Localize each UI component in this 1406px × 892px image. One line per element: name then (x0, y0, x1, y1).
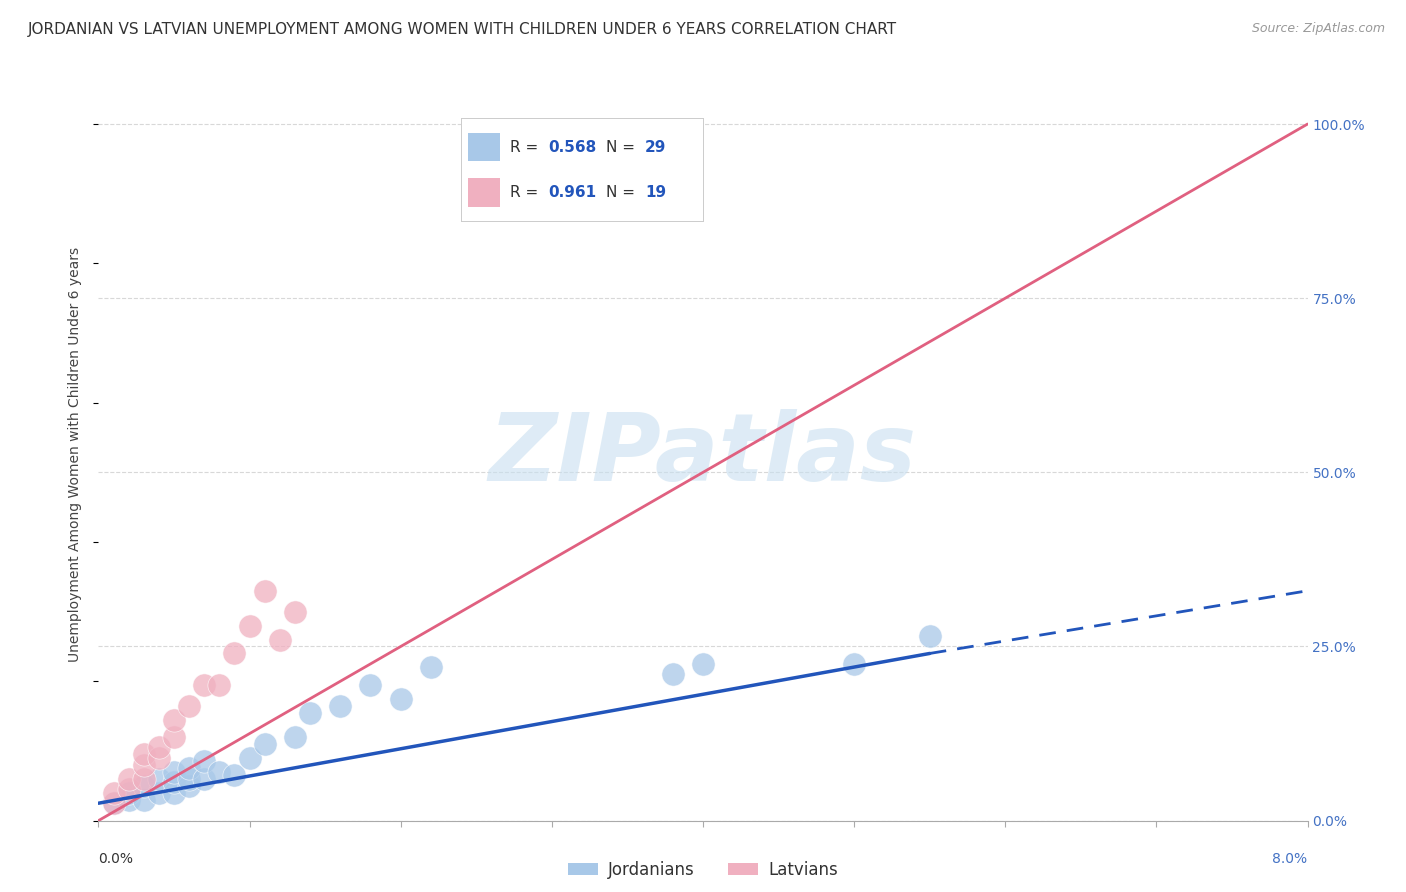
Point (118, 786, 141, 800)
Point (148, 751, 170, 765)
Point (662, 667, 685, 681)
Point (132, 758, 155, 772)
Point (148, 740, 170, 755)
Point (179, 779, 201, 793)
Point (224, 647, 246, 661)
Point (208, 764, 231, 779)
Point (118, 793, 141, 807)
Text: Source: ZipAtlas.com: Source: ZipAtlas.com (1251, 22, 1385, 36)
Text: 0.0%: 0.0% (98, 852, 134, 866)
Point (132, 793, 155, 807)
Point (163, 775, 186, 789)
Point (269, 632, 291, 647)
Point (299, 706, 322, 720)
Text: 8.0%: 8.0% (1272, 852, 1308, 866)
Text: ZIPatlas: ZIPatlas (489, 409, 917, 501)
Point (132, 747, 155, 762)
Point (193, 772, 215, 786)
Point (918, 629, 941, 643)
Point (239, 751, 262, 765)
Point (179, 761, 201, 775)
Point (118, 782, 141, 797)
Point (329, 698, 352, 713)
Point (179, 772, 201, 786)
Point (844, 657, 866, 671)
Point (179, 698, 201, 713)
Point (163, 764, 186, 779)
Point (148, 786, 170, 800)
Point (253, 737, 276, 751)
Point (208, 678, 231, 692)
Point (163, 730, 186, 744)
Point (239, 618, 262, 632)
Point (284, 605, 307, 619)
Text: JORDANIAN VS LATVIAN UNEMPLOYMENT AMONG WOMEN WITH CHILDREN UNDER 6 YEARS CORREL: JORDANIAN VS LATVIAN UNEMPLOYMENT AMONG … (28, 22, 897, 37)
Y-axis label: Unemployment Among Women with Children Under 6 years: Unemployment Among Women with Children U… (69, 247, 83, 663)
Point (148, 772, 170, 786)
Point (132, 779, 155, 793)
Point (163, 786, 186, 800)
Point (132, 772, 155, 786)
Point (420, 660, 443, 674)
Point (118, 772, 141, 786)
Point (253, 583, 276, 598)
Point (163, 713, 186, 727)
Point (103, 796, 125, 810)
Point (284, 730, 307, 744)
Point (692, 657, 714, 671)
Point (389, 691, 412, 706)
Legend: Jordanians, Latvians: Jordanians, Latvians (561, 855, 845, 886)
Point (360, 678, 382, 692)
Point (224, 768, 246, 782)
Point (103, 796, 125, 810)
Point (193, 755, 215, 769)
Point (103, 786, 125, 800)
Point (193, 678, 215, 692)
